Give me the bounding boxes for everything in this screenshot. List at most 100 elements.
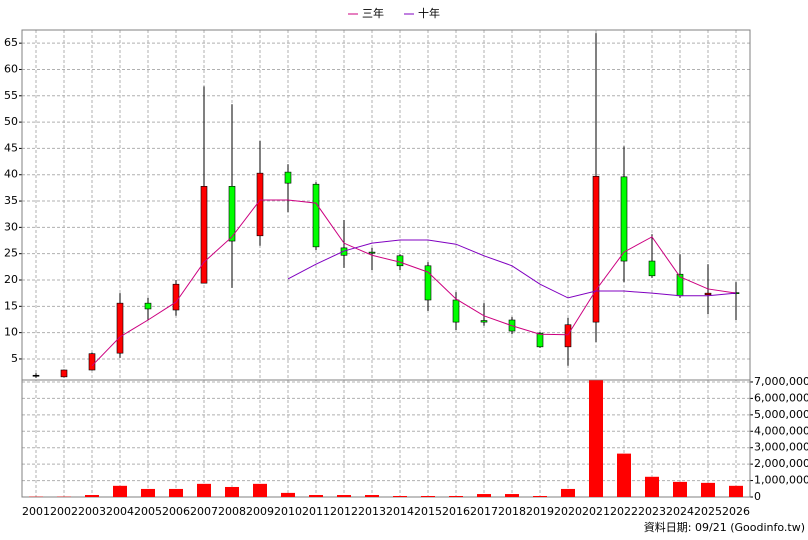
candle-body [396, 255, 404, 267]
y-tick-label: 5 [11, 352, 18, 365]
volume-bar [141, 488, 155, 497]
volume-bar [337, 495, 351, 497]
x-tick-label: 2016 [442, 505, 470, 518]
y-tick-label: 4,000,000 [754, 424, 808, 437]
y-tick-label: 50 [4, 115, 18, 128]
x-tick-label: 2009 [246, 505, 274, 518]
x-tick-label: 2018 [498, 505, 526, 518]
legend-label: 十年 [418, 6, 440, 20]
candle-body [88, 353, 96, 371]
candle-body [424, 265, 432, 301]
y-tick-label: 60 [4, 62, 18, 75]
volume-bar [449, 496, 463, 497]
x-tick-label: 2015 [414, 505, 442, 518]
candle-body [704, 292, 712, 296]
x-tick-label: 2007 [190, 505, 218, 518]
x-tick-label: 2013 [358, 505, 386, 518]
footnote: 資料日期: 09/21 (Goodinfo.tw) [644, 520, 805, 534]
x-tick-label: 2005 [134, 505, 162, 518]
candle-body [312, 183, 320, 248]
volume-bar [561, 488, 575, 497]
volume-bar [197, 483, 211, 497]
candle-body [200, 186, 208, 284]
x-tick-label: 2012 [330, 505, 358, 518]
y-tick-label: 55 [4, 89, 18, 102]
candle-body [116, 302, 124, 354]
candle-body [256, 172, 264, 237]
volume-bar [85, 495, 99, 497]
volume-bar [393, 496, 407, 497]
volume-bar [421, 496, 435, 497]
x-tick-label: 2019 [526, 505, 554, 518]
candle-body [564, 324, 572, 348]
volume-bar [617, 453, 631, 497]
x-tick-label: 2003 [78, 505, 106, 518]
y-tick-label: 5,000,000 [754, 408, 808, 421]
candle-body [368, 251, 376, 254]
candle-body [228, 186, 236, 242]
y-tick-label: 20 [4, 273, 18, 286]
y-tick-label: 6,000,000 [754, 391, 808, 404]
y-tick-label: 1,000,000 [754, 474, 808, 487]
x-tick-label: 2021 [582, 505, 610, 518]
legend-label: 三年 [362, 6, 384, 20]
candle-body [536, 332, 544, 348]
y-tick-label: 0 [754, 490, 761, 503]
plot-frame [21, 379, 751, 498]
volume-bar [309, 495, 323, 497]
candle-body [172, 283, 180, 311]
volume-bar [701, 482, 715, 497]
candle-body [32, 374, 40, 377]
candle-body [648, 260, 656, 277]
volume-bar [729, 485, 743, 497]
volume-bar [505, 494, 519, 497]
x-tick-label: 2010 [274, 505, 302, 518]
y-tick-label: 45 [4, 141, 18, 154]
y-tick-label: 2,000,000 [754, 457, 808, 470]
volume-bar [365, 495, 379, 497]
y-tick-label: 7,000,000 [754, 375, 808, 388]
x-tick-label: 2023 [638, 505, 666, 518]
volume-bar [533, 496, 547, 497]
candle-body [620, 176, 628, 262]
x-tick-label: 2006 [162, 505, 190, 518]
volume-bar [645, 476, 659, 497]
plot-frame [21, 29, 751, 381]
x-tick-label: 2001 [22, 505, 50, 518]
y-tick-label: 40 [4, 168, 18, 181]
volume-bar [113, 485, 127, 497]
x-tick-label: 2020 [554, 505, 582, 518]
volume-bar [477, 494, 491, 497]
x-tick-label: 2014 [386, 505, 414, 518]
y-tick-label: 35 [4, 194, 18, 207]
candle-body [144, 302, 152, 310]
x-tick-label: 2011 [302, 505, 330, 518]
ma-line [287, 239, 737, 299]
candle-body [284, 171, 292, 184]
ma-line [91, 199, 737, 367]
y-tick-label: 65 [4, 36, 18, 49]
x-tick-label: 2022 [610, 505, 638, 518]
volume-bar [253, 483, 267, 497]
y-tick-label: 3,000,000 [754, 441, 808, 454]
volume-bar [281, 492, 295, 497]
volume-bar [589, 380, 603, 497]
y-tick-label: 30 [4, 220, 18, 233]
y-tick-label: 10 [4, 326, 18, 339]
x-tick-label: 2008 [218, 505, 246, 518]
x-tick-label: 2004 [106, 505, 134, 518]
volume-bar [169, 488, 183, 497]
y-tick-label: 15 [4, 299, 18, 312]
x-tick-label: 2025 [694, 505, 722, 518]
candle-body [60, 369, 68, 378]
x-tick-label: 2017 [470, 505, 498, 518]
x-tick-label: 2002 [50, 505, 78, 518]
y-tick-label: 25 [4, 247, 18, 260]
candle-body [452, 299, 460, 323]
candle-body [592, 176, 600, 323]
x-tick-label: 2024 [666, 505, 694, 518]
x-tick-label: 2026 [722, 505, 750, 518]
volume-bar [673, 481, 687, 497]
candle-body [480, 320, 488, 323]
